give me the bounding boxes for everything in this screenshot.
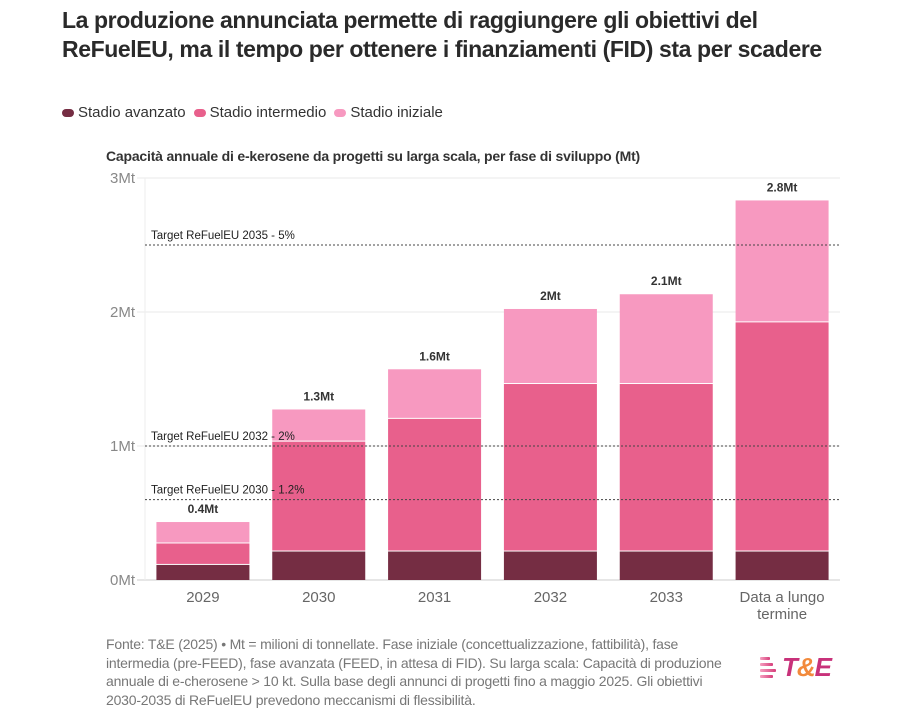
bar-total-label: 2Mt — [540, 289, 561, 303]
bar-segment-iniziale — [619, 294, 713, 384]
legend-item-iniziale: Stadio iniziale — [334, 104, 443, 121]
bar-segment-avanzato — [388, 551, 482, 580]
reference-line-label: Target ReFuelEU 2030 - 1.2% — [151, 485, 304, 497]
legend: Stadio avanzato Stadio intermedio Stadio… — [62, 104, 443, 121]
bar-segment-intermedio — [272, 441, 366, 551]
legend-label: Stadio avanzato — [78, 104, 186, 121]
y-tick-label: 0Mt — [110, 572, 136, 589]
x-tick-label: 2030 — [302, 589, 335, 606]
y-tick-label: 1Mt — [110, 438, 136, 455]
stacked-bar-chart: 0Mt 1Mt 2Mt 3Mt 0.4Mt 2029 1.3Mt 2030 1.6Mt 2031 2… — [110, 170, 840, 623]
x-tick-label: Data a lungo — [740, 589, 825, 606]
bar-segment-iniziale — [272, 409, 366, 441]
logo-text: T&E — [782, 652, 832, 682]
legend-swatch-avanzato — [62, 108, 74, 117]
logo-stripes-icon — [760, 657, 776, 678]
chart-title: La produzione annunciata permette di rag… — [62, 7, 822, 62]
bar-total-label: 1.3Mt — [303, 389, 334, 403]
x-tick-label: termine — [757, 606, 807, 623]
bar-segment-iniziale — [503, 308, 597, 384]
legend-label: Stadio intermedio — [209, 104, 327, 121]
bar-segment-avanzato — [735, 551, 829, 580]
reference-line-label: Target ReFuelEU 2035 - 5% — [151, 230, 295, 242]
bar-segment-intermedio — [619, 384, 713, 551]
legend-item-intermedio: Stadio intermedio — [193, 104, 327, 121]
legend-swatch-iniziale — [334, 108, 347, 117]
legend-item-avanzato: Stadio avanzato — [62, 104, 186, 121]
bar-segment-iniziale — [735, 200, 829, 322]
bar-segment-iniziale — [156, 522, 250, 543]
bar-segment-intermedio — [735, 322, 829, 551]
bar-segment-avanzato — [503, 551, 597, 580]
bar-segment-intermedio — [156, 543, 250, 564]
bar-total-label: 0.4Mt — [188, 502, 219, 516]
x-tick-label: 2029 — [186, 589, 219, 606]
source-note: Fonte: T&E (2025) • Mt = milioni di tonn… — [106, 636, 722, 708]
te-logo: T&E — [760, 652, 832, 683]
reference-line-label: Target ReFuelEU 2032 - 2% — [151, 431, 295, 443]
bar-segment-avanzato — [272, 551, 366, 580]
bar-segment-intermedio — [388, 418, 482, 551]
bar-segment-avanzato — [619, 551, 713, 580]
bar-total-label: 1.6Mt — [419, 349, 450, 363]
y-tick-label: 2Mt — [110, 304, 136, 321]
bar-total-label: 2.8Mt — [767, 180, 798, 194]
bar-segment-intermedio — [503, 384, 597, 551]
bar-segment-avanzato — [156, 564, 250, 580]
y-tick-label: 3Mt — [110, 170, 136, 187]
bar-segment-iniziale — [388, 369, 482, 418]
x-tick-label: 2031 — [418, 589, 451, 606]
legend-label: Stadio iniziale — [350, 104, 443, 121]
chart-subtitle: Capacità annuale di e-kerosene da proget… — [106, 148, 641, 164]
legend-swatch-intermedio — [193, 108, 206, 117]
bar-total-label: 2.1Mt — [651, 274, 682, 288]
x-tick-label: 2033 — [650, 589, 683, 606]
x-tick-label: 2032 — [534, 589, 567, 606]
